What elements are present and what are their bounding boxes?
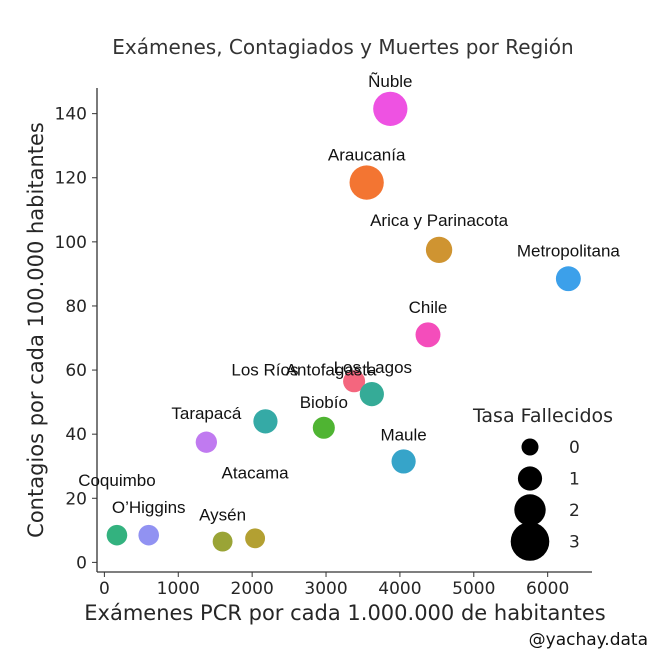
point-metropolitana [555, 266, 581, 292]
point-los-lagos [359, 382, 384, 407]
data-points [106, 91, 581, 552]
point-tarapaca [195, 431, 218, 453]
x-tick-label: 0 [99, 579, 110, 599]
label-maule: Maule [380, 425, 426, 444]
legend-marker-3 [510, 522, 550, 561]
x-tick-label: 5000 [452, 579, 495, 599]
y-tick-labels: 0 20 40 60 80 100 120 140 [55, 105, 97, 573]
legend-label-1: 1 [569, 470, 580, 490]
y-tick-label: 40 [65, 425, 87, 445]
legend-marker-1 [517, 466, 543, 491]
point-antofagasta [343, 370, 366, 393]
point-maule [391, 449, 416, 474]
point-los-rios [253, 409, 278, 434]
label-antofagasta: Antofagasta [286, 360, 377, 379]
label-los-lagos: Los Lagos [334, 358, 412, 377]
legend-label-0: 0 [569, 438, 580, 458]
y-tick-label: 20 [65, 489, 87, 509]
point-coquimbo [106, 524, 128, 546]
point-chile [415, 322, 441, 348]
label-arica-y-parinacota: Arica y Parinacota [370, 211, 508, 230]
label-coquimbo: Coquimbo [78, 471, 156, 490]
point-o-higgins [138, 524, 160, 546]
size-legend: Tasa Fallecidos 0 1 2 3 [472, 405, 613, 561]
x-axis-label: Exámenes PCR por cada 1.000.000 de habit… [84, 601, 605, 625]
label-los-rios: Los Ríos [231, 360, 298, 379]
y-tick-label: 80 [65, 297, 87, 317]
legend-title: Tasa Fallecidos [472, 405, 613, 427]
legend-marker-0 [521, 438, 539, 456]
credit-text: @yachay.data [529, 630, 648, 650]
point-biobio [312, 416, 335, 439]
y-tick-label: 60 [65, 361, 87, 381]
y-tick-label: 100 [55, 233, 87, 253]
x-tick-label: 6000 [526, 579, 569, 599]
label-metropolitana: Metropolitana [517, 242, 621, 261]
label-araucania: Araucanía [328, 146, 406, 165]
label-nuble: Ñuble [368, 72, 412, 91]
point-nuble [373, 91, 408, 126]
label-biobio: Biobío [300, 393, 348, 412]
label-aysen: Aysén [199, 506, 246, 525]
y-tick-label: 120 [55, 169, 87, 189]
point-labels: Ñuble Araucanía Arica y Parinacota Metropol… [78, 72, 620, 525]
legend-marker-2 [514, 494, 546, 526]
legend-label-3: 3 [569, 533, 580, 553]
x-tick-label: 4000 [378, 579, 421, 599]
legend-label-2: 2 [569, 501, 580, 521]
label-o-higgins: O’Higgins [112, 498, 186, 517]
point-aysen [212, 531, 233, 552]
x-tick-label: 1000 [157, 579, 200, 599]
label-tarapaca: Tarapacá [171, 404, 241, 423]
point-atacama [245, 528, 266, 549]
chart-title: Exámenes, Contagiados y Muertes por Regi… [112, 35, 573, 59]
y-axis-label: Contagios por cada 100.000 habitantes [24, 122, 48, 538]
point-araucania [349, 165, 384, 200]
x-tick-label: 3000 [304, 579, 347, 599]
point-arica-y-parinacota [425, 236, 453, 264]
y-tick-label: 140 [55, 105, 87, 125]
label-atacama: Atacama [222, 463, 290, 482]
y-tick-label: 0 [76, 553, 87, 573]
x-tick-labels: 0 1000 2000 3000 4000 5000 6000 [99, 572, 569, 599]
label-chile: Chile [409, 298, 448, 317]
x-tick-label: 2000 [231, 579, 274, 599]
